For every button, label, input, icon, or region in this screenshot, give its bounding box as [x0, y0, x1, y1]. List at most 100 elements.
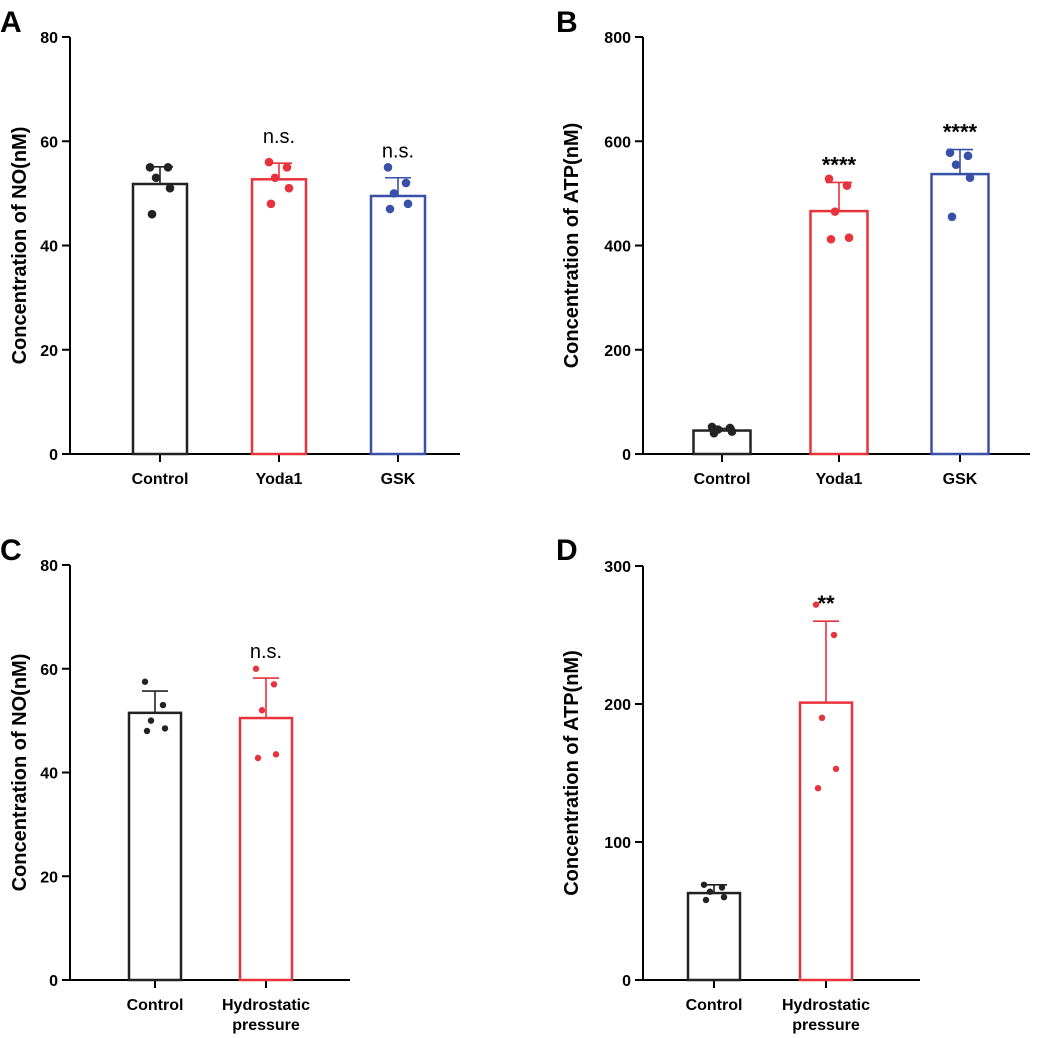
significance-label: ****: [943, 120, 978, 145]
panel-letter: C: [0, 534, 22, 567]
y-tick-label: 0: [622, 447, 631, 464]
significance-label: **: [817, 591, 835, 616]
data-point: [161, 725, 169, 732]
x-category-label-line: Control: [686, 997, 743, 1014]
data-point: [151, 173, 161, 183]
bar-control: [686, 891, 742, 982]
significance-label: n.s.: [263, 126, 295, 148]
data-point: [403, 199, 413, 209]
panel-c: C 0 20 40 60 80 Concentration of NO(nM) Control…: [0, 534, 350, 1034]
y-tick-label: 800: [604, 30, 631, 47]
data-point: [383, 163, 393, 172]
x-category-label: GSK: [943, 471, 978, 488]
data-point: [700, 881, 708, 888]
y-axis-label: Concentration of ATP(nM): [561, 123, 583, 369]
x-category-label-line: Control: [127, 997, 184, 1014]
data-point: [844, 233, 854, 242]
data-point: [258, 707, 266, 714]
bar-yoda1: [809, 209, 869, 456]
data-point: [272, 751, 280, 758]
bar-control: [127, 711, 183, 982]
x-category-label-line: Yoda1: [816, 471, 863, 488]
x-category-label-line: GSK: [943, 471, 978, 488]
x-category-label-line: GSK: [381, 471, 416, 488]
y-tick-label: 40: [40, 766, 58, 783]
data-point: [254, 754, 262, 762]
y-tick-label: 20: [40, 869, 58, 886]
data-point: [965, 173, 975, 183]
y-tick-label: 80: [40, 558, 58, 575]
data-point: [945, 148, 955, 158]
significance-label: n.s.: [250, 641, 282, 663]
data-point: [812, 601, 820, 608]
data-point: [720, 894, 728, 901]
data-point: [702, 896, 710, 904]
significance-label: n.s.: [382, 141, 414, 163]
panel-d: D 0 100 200 300 Concentration of ATP(nM) Contr…: [556, 534, 920, 1034]
data-point: [818, 714, 826, 721]
panel-b: B 0 200 400 600 800 Concentration of ATP(nM) Co…: [556, 6, 1030, 488]
data-point: [947, 212, 957, 222]
y-tick-label: 200: [604, 343, 631, 360]
x-category-label: Control: [694, 471, 751, 488]
bar-gsk: [930, 172, 990, 456]
data-point: [143, 727, 151, 735]
data-point: [401, 178, 411, 188]
data-point: [145, 163, 155, 172]
x-category-label-line: pressure: [792, 1017, 860, 1034]
data-point: [264, 157, 274, 167]
y-tick-label: 600: [604, 134, 631, 151]
data-point: [252, 665, 260, 672]
x-category-label-line: Yoda1: [256, 471, 303, 488]
y-axis-label: Concentration of NO(nM): [9, 654, 31, 892]
y-tick-label: 200: [604, 697, 631, 714]
panel-a: A 0 20 40 60 80 Concentration of NO(nM) Control…: [0, 6, 460, 488]
x-category-label: Hydrostatic pressure: [222, 997, 310, 1034]
significance-label: ****: [822, 152, 857, 177]
data-point: [385, 204, 395, 214]
data-point: [282, 163, 292, 172]
x-category-label: Control: [127, 997, 184, 1014]
y-tick-label: 20: [40, 343, 58, 360]
data-point: [165, 183, 175, 193]
data-point: [709, 428, 719, 438]
data-point: [270, 173, 280, 183]
data-point: [270, 681, 278, 688]
data-point: [147, 209, 157, 219]
y-tick-label: 100: [604, 835, 631, 852]
x-category-label: Control: [686, 997, 743, 1014]
x-category-label-line: Control: [132, 471, 189, 488]
x-category-label-line: pressure: [232, 1017, 300, 1034]
data-point: [284, 183, 294, 193]
bar-control: [692, 429, 752, 456]
y-tick-label: 80: [40, 30, 58, 47]
y-tick-label: 60: [40, 134, 58, 151]
data-point: [159, 701, 167, 709]
bar-gsk: [369, 194, 427, 456]
data-point: [830, 207, 840, 216]
data-point: [727, 427, 737, 436]
bar-hydrostatic: [238, 716, 294, 982]
data-point: [824, 174, 834, 184]
y-tick-label: 60: [40, 662, 58, 679]
x-category-label: Hydrostatic pressure: [782, 997, 870, 1034]
data-point: [389, 189, 399, 198]
y-axis-label: Concentration of NO(nM): [9, 127, 31, 365]
x-category-label-line: Hydrostatic: [782, 997, 870, 1014]
data-point: [963, 151, 973, 161]
x-category-label: GSK: [381, 471, 416, 488]
data-point: [266, 199, 276, 209]
data-point: [826, 234, 836, 244]
x-category-label: Yoda1: [256, 471, 303, 488]
bar-control: [131, 182, 189, 456]
y-tick-label: 300: [604, 559, 631, 576]
x-category-label: Yoda1: [816, 471, 863, 488]
data-point: [163, 163, 173, 172]
data-point: [842, 181, 852, 190]
x-category-label: Control: [132, 471, 189, 488]
data-point: [832, 765, 840, 773]
data-point: [951, 160, 961, 170]
bar-hydrostatic: [798, 701, 854, 982]
panel-letter: B: [556, 6, 578, 39]
